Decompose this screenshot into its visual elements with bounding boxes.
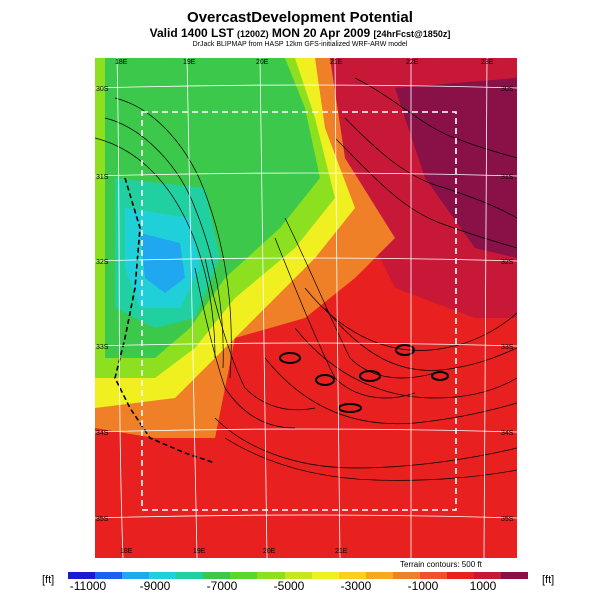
colorbar-swatch — [95, 572, 123, 579]
terrain-note: Terrain contours: 500 ft — [400, 560, 482, 569]
colorbar-swatch — [149, 572, 177, 579]
lat-label-left: 32S — [96, 259, 109, 266]
chart-title: OvercastDevelopment Potential — [187, 9, 413, 26]
lat-label-right: 30S — [501, 86, 514, 93]
bold-contours — [279, 344, 449, 413]
colorbar-swatch — [473, 572, 501, 579]
lon-label-bottom: 21E — [335, 548, 348, 555]
unit-label-right: [ft] — [542, 574, 555, 586]
lon-label-top: 22E — [406, 59, 419, 66]
lat-label-left: 30S — [96, 86, 109, 93]
colorbar-swatch — [419, 572, 447, 579]
lat-label-right: 33S — [501, 344, 514, 351]
lat-label-left: 33S — [96, 344, 109, 351]
colorbar-swatch — [392, 572, 420, 579]
chart-subtitle: Valid 1400 LST (1200Z) MON 20 Apr 2009 [… — [0, 26, 600, 40]
lon-label-bottom: 20E — [263, 548, 276, 555]
lat-lon-grid — [95, 58, 517, 558]
forecast-map: 18E 19E 20E 21E 22E 23E 18E 19E 20E 21E … — [95, 58, 517, 558]
colorbar-swatch — [230, 572, 258, 579]
colorbar-swatch — [446, 572, 474, 579]
unit-label-left: [ft] — [42, 574, 55, 586]
model-credit: DrJack BLIPMAP from HASP 12km GFS-initia… — [192, 41, 408, 48]
colorbar-label: -11000 — [69, 579, 107, 593]
coastline — [114, 177, 216, 464]
lon-label-top: 19E — [183, 59, 196, 66]
lat-label-right: 32S — [501, 259, 514, 266]
lon-label-bottom: 19E — [193, 548, 206, 555]
colorbar-swatch — [122, 572, 150, 579]
lat-label-right: 35S — [501, 516, 514, 523]
utc-time: (1200Z) — [237, 29, 269, 39]
colorbar-swatch — [365, 572, 393, 579]
colorbar-swatch — [68, 572, 96, 579]
colorbar-label: -7000 — [206, 579, 238, 593]
colorbar-swatch — [203, 572, 231, 579]
lat-label-left: 35S — [96, 516, 109, 523]
colorbar-label: -3000 — [340, 579, 372, 593]
colorbar-swatch — [257, 572, 285, 579]
lon-label-top: 23E — [481, 59, 494, 66]
colorbar-label: 1000 — [469, 579, 497, 593]
colorbar-label: -1000 — [407, 579, 439, 593]
valid-date: MON 20 Apr 2009 — [271, 26, 371, 40]
colorbar-swatch — [284, 572, 312, 579]
lat-label-left: 31S — [96, 174, 109, 181]
forecast-info: [24hrFcst@1850z] — [373, 29, 451, 39]
lon-label-top: 18E — [115, 59, 128, 66]
colorbar-swatch — [338, 572, 366, 579]
lat-label-left: 34S — [96, 430, 109, 437]
colorbar-label: -9000 — [139, 579, 171, 593]
lat-label-right: 31S — [501, 174, 514, 181]
colorbar-swatch — [501, 572, 529, 579]
field-blue — [140, 233, 185, 293]
lon-label-top: 21E — [330, 59, 343, 66]
lat-label-right: 34S — [501, 430, 514, 437]
valid-time: Valid 1400 LST — [149, 26, 234, 40]
lon-label-top: 20E — [256, 59, 269, 66]
lon-label-bottom: 18E — [120, 548, 133, 555]
colorbar-label: -5000 — [273, 579, 305, 593]
colorbar-swatch — [176, 572, 204, 579]
inner-domain-box — [141, 111, 457, 511]
colorbar-swatch — [311, 572, 339, 579]
colorbar — [68, 572, 529, 579]
